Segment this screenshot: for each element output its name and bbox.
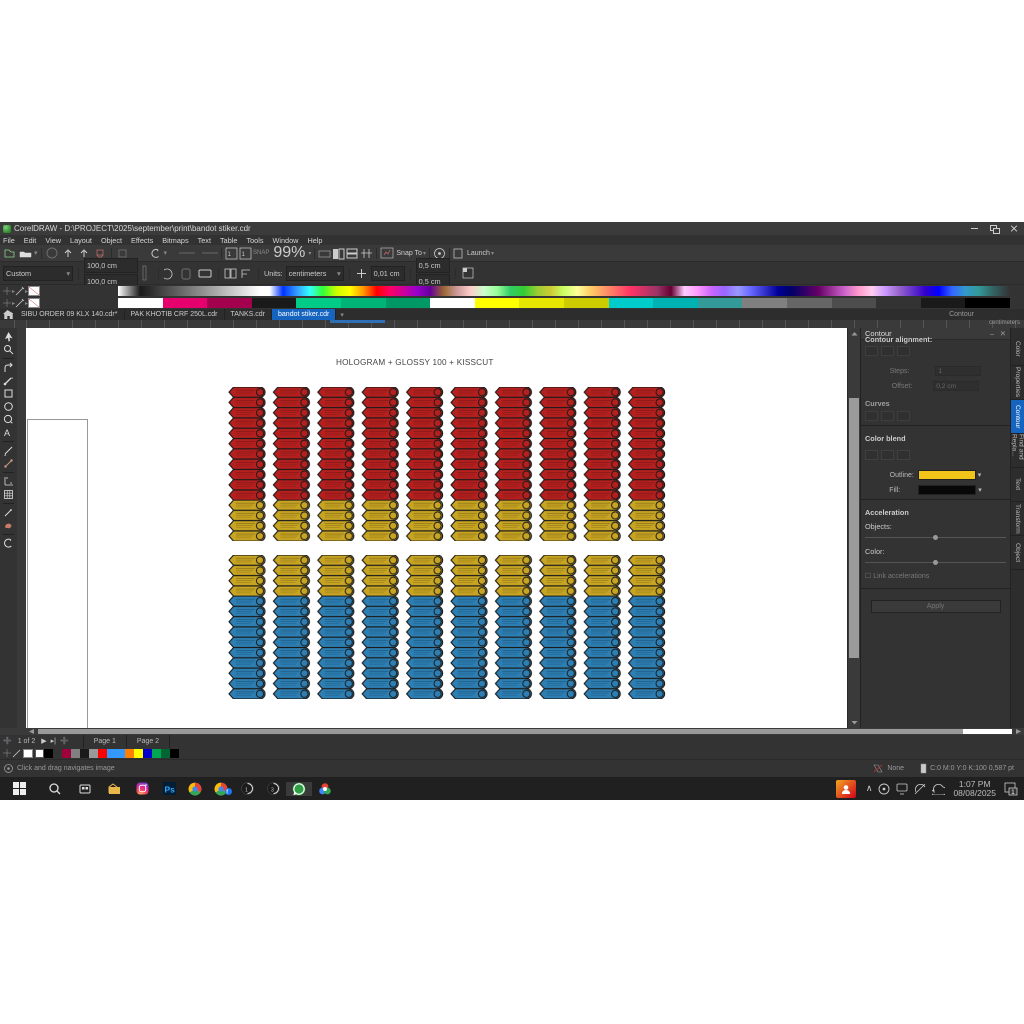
svg-text:1: 1 [245, 787, 248, 793]
svg-text:3: 3 [271, 787, 274, 793]
svg-text:1: 1 [228, 252, 232, 258]
svg-text:Ps: Ps [164, 785, 175, 795]
svg-text:A: A [4, 428, 10, 438]
svg-text:1: 1 [242, 252, 246, 258]
